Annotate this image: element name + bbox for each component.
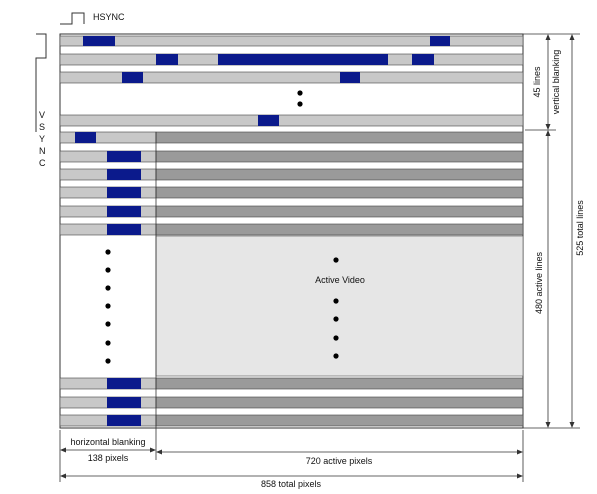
active-line <box>155 205 524 218</box>
hsync-pulse-symbol <box>60 12 85 25</box>
active-video-label: Active Video <box>315 275 365 285</box>
hsync-pulse <box>107 397 141 408</box>
continuation-dot <box>333 257 339 263</box>
arrowhead <box>156 449 162 455</box>
active-line <box>155 150 524 163</box>
active-lines-label: 480 active lines <box>534 251 544 314</box>
blanking-line <box>59 35 524 47</box>
horizontal-blanking-label: horizontal blanking <box>70 437 145 447</box>
hsync-pulse <box>107 169 141 180</box>
active-line <box>155 168 524 181</box>
hsync-pulse <box>107 378 141 389</box>
hsync-pulse <box>107 415 141 426</box>
vertical-blanking-lines <box>59 35 524 127</box>
hsync-pulse <box>107 224 141 235</box>
arrowhead <box>60 473 66 479</box>
arrowhead <box>60 447 66 453</box>
vsync-letter: N <box>39 146 46 156</box>
hsync-pulse <box>83 36 115 46</box>
continuation-dot <box>105 358 111 364</box>
arrowhead <box>569 34 575 40</box>
hsync-pulse <box>258 115 279 126</box>
continuation-dot <box>333 353 339 359</box>
active-line <box>155 186 524 199</box>
hsync-pulse <box>107 187 141 198</box>
vsync-letter: C <box>39 158 46 168</box>
active-line <box>155 131 524 144</box>
vsync-letter: S <box>39 122 45 132</box>
hsync-pulse <box>75 132 96 143</box>
continuation-dot <box>105 267 111 273</box>
arrowhead <box>150 447 156 453</box>
vsync-pulse <box>218 54 388 65</box>
active-line <box>155 414 524 427</box>
blanking-pixels-label: 138 pixels <box>88 453 129 463</box>
hsync-pulse <box>156 54 178 65</box>
active-lines: Active Video <box>59 131 524 460</box>
hsync-pulse <box>340 72 360 83</box>
active-line <box>155 396 524 409</box>
vsync-letter: Y <box>39 134 45 144</box>
vsync-label: V S Y N C <box>39 110 46 168</box>
continuation-dot <box>105 303 111 309</box>
total-pixels-label: 858 total pixels <box>261 479 322 489</box>
continuation-dot <box>297 101 303 107</box>
active-video-region <box>155 235 524 377</box>
hsync-label: HSYNC <box>93 12 125 22</box>
continuation-dot <box>333 335 339 341</box>
arrowhead <box>569 422 575 428</box>
hsync-pulse <box>107 206 141 217</box>
hsync-pulse <box>122 72 143 83</box>
arrowhead <box>517 473 523 479</box>
vertical-dimensions: 45 lines vertical blanking 480 active li… <box>523 33 585 429</box>
vertical-blanking-label: vertical blanking <box>551 50 561 115</box>
arrowhead <box>545 34 551 40</box>
continuation-dot <box>333 298 339 304</box>
horizontal-dimensions: horizontal blanking 138 pixels 720 activ… <box>59 430 524 489</box>
hsync-pulse <box>430 36 450 46</box>
active-line <box>155 223 524 236</box>
line-blanking <box>59 131 157 144</box>
blanking-line <box>59 71 524 84</box>
continuation-dot <box>105 340 111 346</box>
hsync-pulse <box>107 151 141 162</box>
total-lines-label: 525 total lines <box>575 200 585 256</box>
arrowhead <box>517 449 523 455</box>
active-line <box>155 377 524 390</box>
blanking-line <box>59 114 524 127</box>
arrowhead <box>545 422 551 428</box>
arrowhead <box>545 130 551 136</box>
hsync-pulse <box>412 54 434 65</box>
vsync-pulse-symbol <box>35 33 47 132</box>
vsync-letter: V <box>39 110 45 120</box>
active-pixels-label: 720 active pixels <box>306 456 373 466</box>
continuation-dot <box>297 90 303 96</box>
continuation-dot <box>105 249 111 255</box>
continuation-dot <box>333 316 339 322</box>
arrowhead <box>545 124 551 130</box>
vertical-blanking-count-label: 45 lines <box>532 66 542 98</box>
continuation-dot <box>105 285 111 291</box>
continuation-dot <box>105 321 111 327</box>
